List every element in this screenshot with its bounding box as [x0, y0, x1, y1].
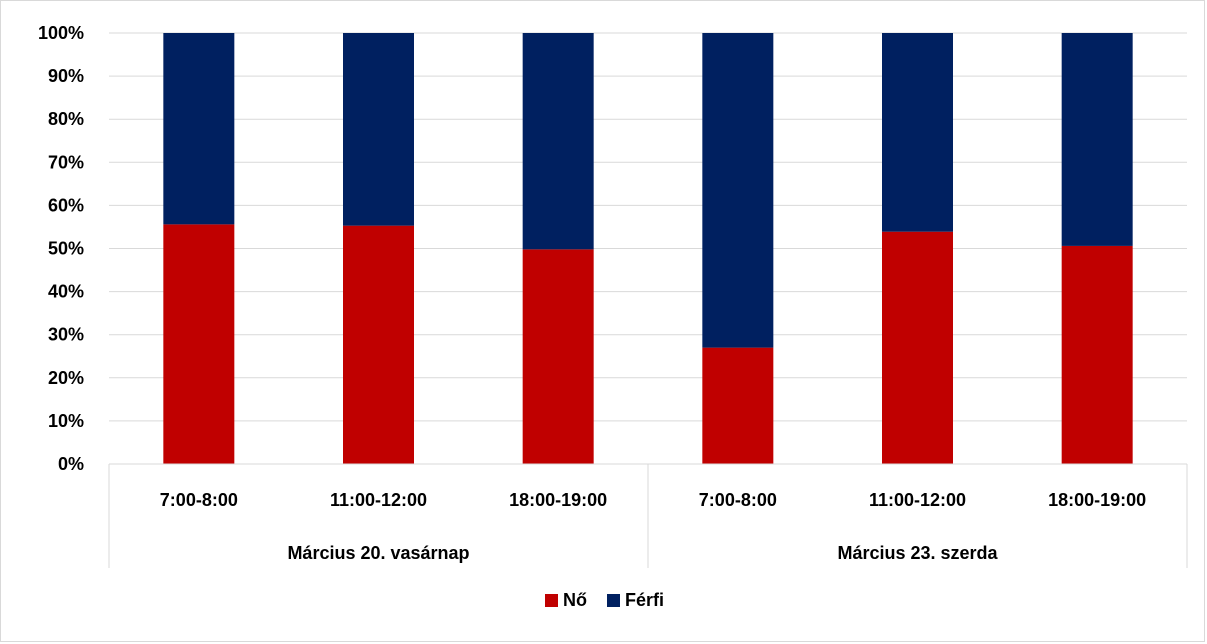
- group-label: Március 23. szerda: [837, 543, 998, 563]
- y-tick-label: 70%: [48, 152, 84, 172]
- y-tick-label: 60%: [48, 195, 84, 215]
- x-tick-label: 7:00-8:00: [160, 490, 238, 510]
- y-tick-label: 40%: [48, 282, 84, 302]
- legend-label: Nő: [563, 590, 587, 610]
- bar-segment-férfi: [522, 33, 594, 250]
- legend-swatch-nő: [545, 594, 558, 607]
- y-tick-label: 100%: [38, 23, 84, 43]
- gridlines: [109, 32, 1187, 465]
- bar-segment-férfi: [1061, 33, 1133, 246]
- legend-swatch-férfi: [607, 594, 620, 607]
- bar-segment-nő: [522, 249, 594, 464]
- x-tick-label: 18:00-19:00: [1048, 490, 1146, 510]
- y-tick-label: 0%: [58, 454, 84, 474]
- y-tick-label: 80%: [48, 109, 84, 129]
- bar-segment-nő: [882, 231, 953, 464]
- bar-segment-nő: [163, 224, 235, 464]
- legend: Nő Férfi: [545, 590, 664, 610]
- category-axis: 7:00-8:00 11:00-12:00 18:00-19:00 7:00-8:00…: [108, 463, 1188, 568]
- bar-segment-nő: [702, 347, 774, 464]
- y-axis-tick-labels: 0% 10% 20% 30% 40% 50% 60% 70% 80% 90% 100%: [38, 23, 84, 474]
- y-tick-label: 30%: [48, 325, 84, 345]
- y-tick-label: 20%: [48, 368, 84, 388]
- bar-segment-férfi: [343, 33, 414, 226]
- bar-segment-férfi: [163, 33, 235, 225]
- y-tick-label: 50%: [48, 239, 84, 259]
- y-tick-label: 90%: [48, 66, 84, 86]
- x-tick-label: 7:00-8:00: [699, 490, 777, 510]
- y-tick-label: 10%: [48, 411, 84, 431]
- x-tick-label: 11:00-12:00: [869, 490, 966, 510]
- bar-segment-nő: [343, 225, 414, 464]
- legend-label: Férfi: [625, 590, 664, 610]
- x-tick-label: 18:00-19:00: [509, 490, 607, 510]
- x-tick-label: 11:00-12:00: [330, 490, 427, 510]
- bar-segment-nő: [1061, 245, 1133, 464]
- group-label: Március 20. vasárnap: [287, 543, 469, 563]
- bar-segment-férfi: [882, 33, 953, 232]
- bar-segment-férfi: [702, 33, 774, 348]
- bars: [163, 33, 1133, 464]
